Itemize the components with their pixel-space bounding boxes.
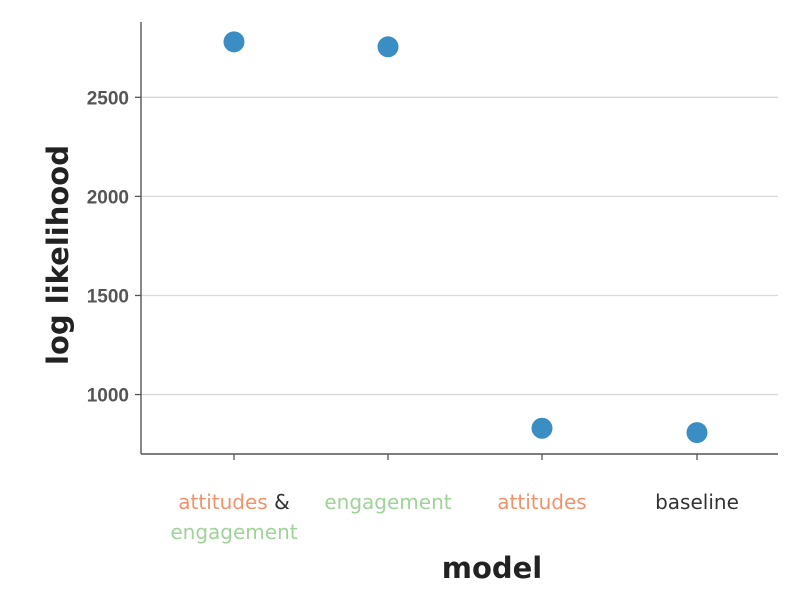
x-tick-label: engagement	[324, 490, 451, 514]
data-point	[686, 422, 708, 444]
data-point	[377, 36, 399, 58]
y-tick-label: 2000	[87, 187, 129, 208]
x-tick-label-segment: baseline	[655, 490, 739, 514]
x-tick-label: baseline	[655, 490, 739, 514]
axes	[135, 22, 778, 460]
gridlines	[141, 96, 778, 396]
y-tick-labels: 1000 1500 2000 2500	[87, 88, 129, 406]
x-axis-title: model	[442, 551, 543, 585]
y-axis-title: log likelihood	[41, 145, 75, 365]
x-tick-label-segment: attitudes	[178, 490, 267, 514]
x-tick-label: attitudes & engagement	[170, 490, 297, 544]
y-tick-label: 1500	[87, 286, 129, 307]
y-tick-label: 2500	[87, 88, 129, 109]
x-tick-label-segment: attitudes	[497, 490, 586, 514]
data-point	[223, 31, 245, 53]
x-tick-label-segment: &	[268, 490, 290, 514]
x-tick-label: attitudes	[497, 490, 586, 514]
data-points	[223, 31, 708, 444]
data-point	[531, 417, 553, 439]
y-tick-label: 1000	[87, 386, 129, 407]
x-tick-label-segment: engagement	[324, 490, 451, 514]
x-tick-label-segment: engagement	[170, 520, 297, 544]
